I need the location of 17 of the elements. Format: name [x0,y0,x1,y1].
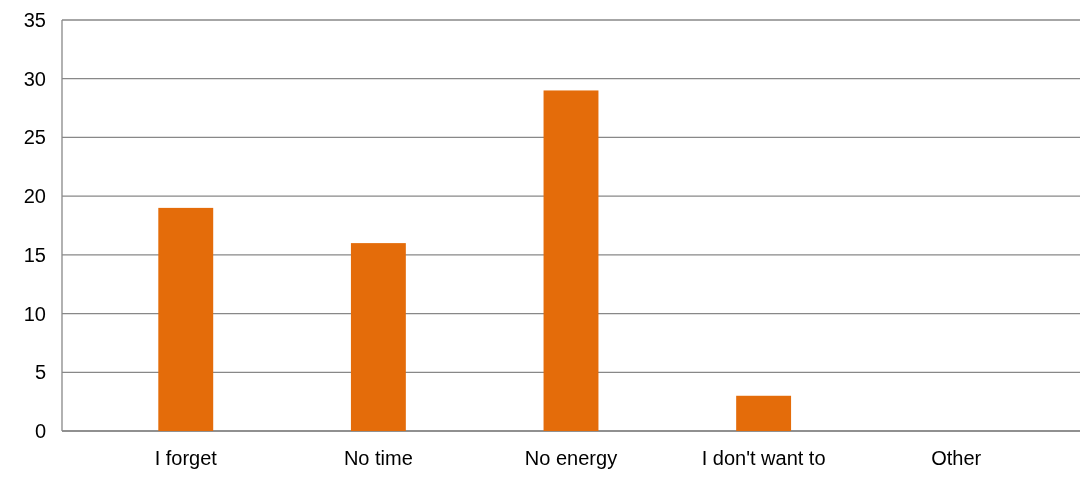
y-tick-label: 15 [23,243,46,266]
bar [158,207,214,431]
y-tick-label: 25 [23,126,46,149]
x-tick-label: No energy [524,447,618,469]
y-tick-label: 35 [23,9,46,31]
x-tick-label: I forget [154,447,218,469]
bar [736,395,792,431]
bar [350,243,406,431]
x-tick-label: No time [343,447,413,469]
y-tick-label: 0 [34,420,46,442]
bar [543,90,599,431]
y-tick-label: 30 [23,67,46,90]
x-tick-label: Other [931,447,982,469]
x-tick-label: I don't want to [701,447,826,469]
y-tick-label: 10 [23,302,46,325]
y-tick-label: 20 [23,185,46,208]
y-tick-label: 5 [34,361,46,384]
